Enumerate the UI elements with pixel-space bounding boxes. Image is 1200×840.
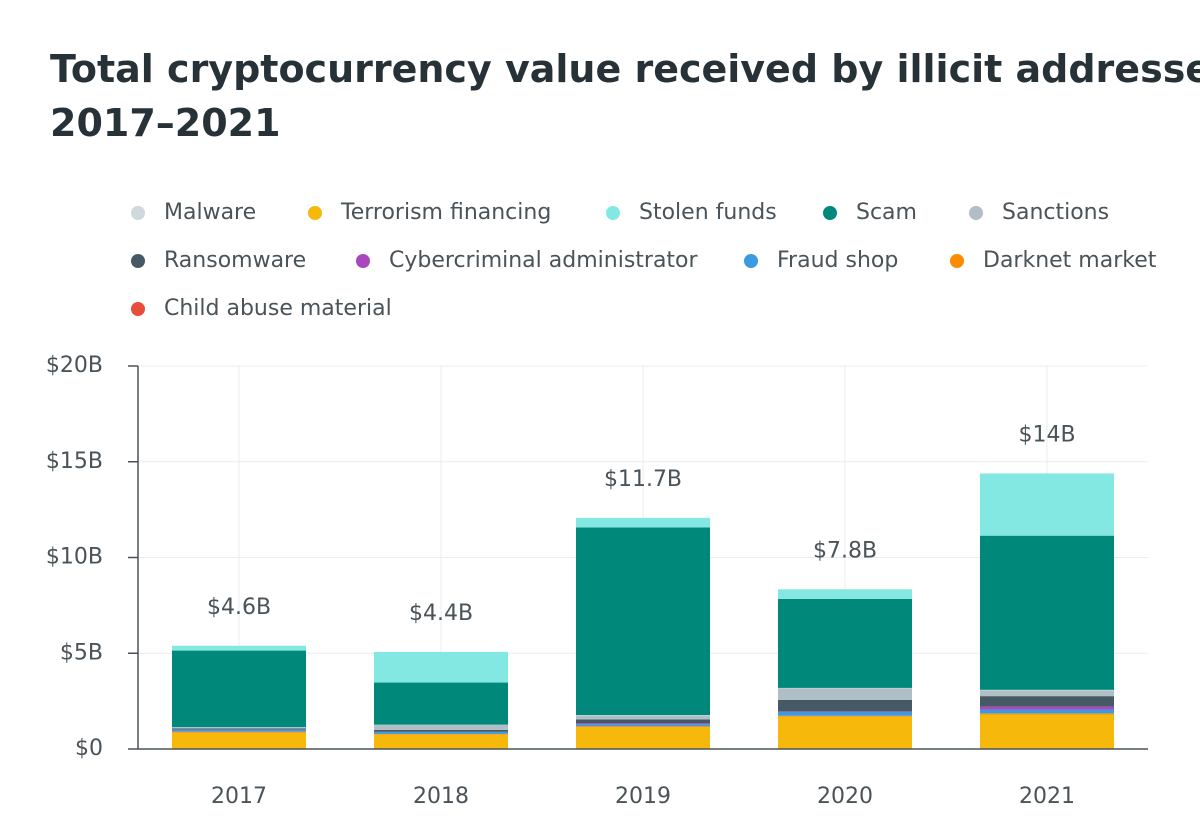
bar-segment	[980, 689, 1114, 691]
legend-label: Malware	[164, 200, 256, 225]
y-tick-label: $5B	[60, 640, 103, 665]
bar-segment	[172, 650, 306, 728]
bar-segment	[980, 706, 1114, 710]
legend-label: Darknet market	[983, 248, 1157, 273]
legend-label: Stolen funds	[639, 200, 777, 225]
bar-segment	[172, 732, 306, 749]
legend-swatch	[969, 206, 983, 220]
bar-segment	[172, 645, 306, 651]
bar-segment	[778, 715, 912, 717]
legend-swatch	[131, 302, 145, 316]
y-tick-label: $20B	[46, 353, 103, 378]
legend-label: Fraud shop	[777, 248, 898, 273]
legend-label: Scam	[856, 200, 917, 225]
bar-segment	[374, 682, 508, 725]
y-tick-label: $10B	[46, 545, 103, 570]
bar-segment	[172, 727, 306, 729]
bar-segment	[172, 729, 306, 732]
bar-segment	[172, 731, 306, 733]
bar-segment	[778, 687, 912, 689]
bar-segment	[374, 651, 508, 683]
total-label: $4.4B	[409, 601, 473, 626]
bar-segment	[576, 517, 710, 528]
y-tick-label: $15B	[46, 449, 103, 474]
bar-segment	[576, 715, 710, 720]
legend-label: Terrorism financing	[340, 200, 551, 225]
bar-segment	[778, 688, 912, 700]
legend-label: Cybercriminal administrator	[389, 248, 699, 273]
legend-swatch	[823, 206, 837, 220]
chart-subtitle: 2017–2021	[50, 101, 281, 145]
bar-segment	[374, 725, 508, 730]
chart-title: Total cryptocurrency value received by i…	[50, 47, 1200, 91]
y-tick-label: $0	[75, 736, 103, 761]
bar-segment	[576, 726, 710, 749]
bar-segment	[374, 731, 508, 734]
bar-segment	[576, 724, 710, 727]
bar-segment	[980, 713, 1114, 715]
bar-segment	[980, 535, 1114, 690]
legend-swatch	[131, 254, 145, 268]
bar-segment	[576, 723, 710, 725]
bar-segment	[980, 696, 1114, 707]
bar-segment	[576, 726, 710, 727]
legend-swatch	[606, 206, 620, 220]
legend-swatch	[356, 254, 370, 268]
legend-swatch	[744, 254, 758, 268]
bar-segment	[374, 729, 508, 732]
bar-segment	[778, 716, 912, 749]
legend-swatch	[308, 206, 322, 220]
legend-swatch	[950, 254, 964, 268]
x-tick-label: 2017	[211, 784, 267, 809]
legend-label: Child abuse material	[164, 296, 392, 321]
x-tick-label: 2020	[817, 784, 873, 809]
legend-label: Ransomware	[164, 248, 306, 273]
bar-segment	[576, 527, 710, 716]
bar-segment	[374, 734, 508, 749]
total-label: $4.6B	[207, 595, 271, 620]
total-label: $7.8B	[813, 538, 877, 563]
bar-segment	[576, 715, 710, 716]
legend-swatch	[131, 206, 145, 220]
bar-segment	[980, 709, 1114, 714]
x-tick-label: 2018	[413, 784, 469, 809]
bar-segment	[778, 598, 912, 688]
bar-segment	[980, 690, 1114, 697]
bar-segment	[980, 473, 1114, 536]
bar-segment	[778, 699, 912, 712]
total-label: $14B	[1018, 422, 1075, 447]
bar-segment	[980, 714, 1114, 749]
x-tick-label: 2021	[1019, 784, 1075, 809]
bar-segment	[778, 711, 912, 716]
bar-segment	[374, 734, 508, 735]
bar-segment	[778, 589, 912, 599]
bar-segment	[172, 728, 306, 730]
bar-segment	[576, 719, 710, 724]
total-label: $11.7B	[604, 467, 682, 492]
legend-label: Sanctions	[1002, 200, 1109, 225]
x-tick-label: 2019	[615, 784, 671, 809]
